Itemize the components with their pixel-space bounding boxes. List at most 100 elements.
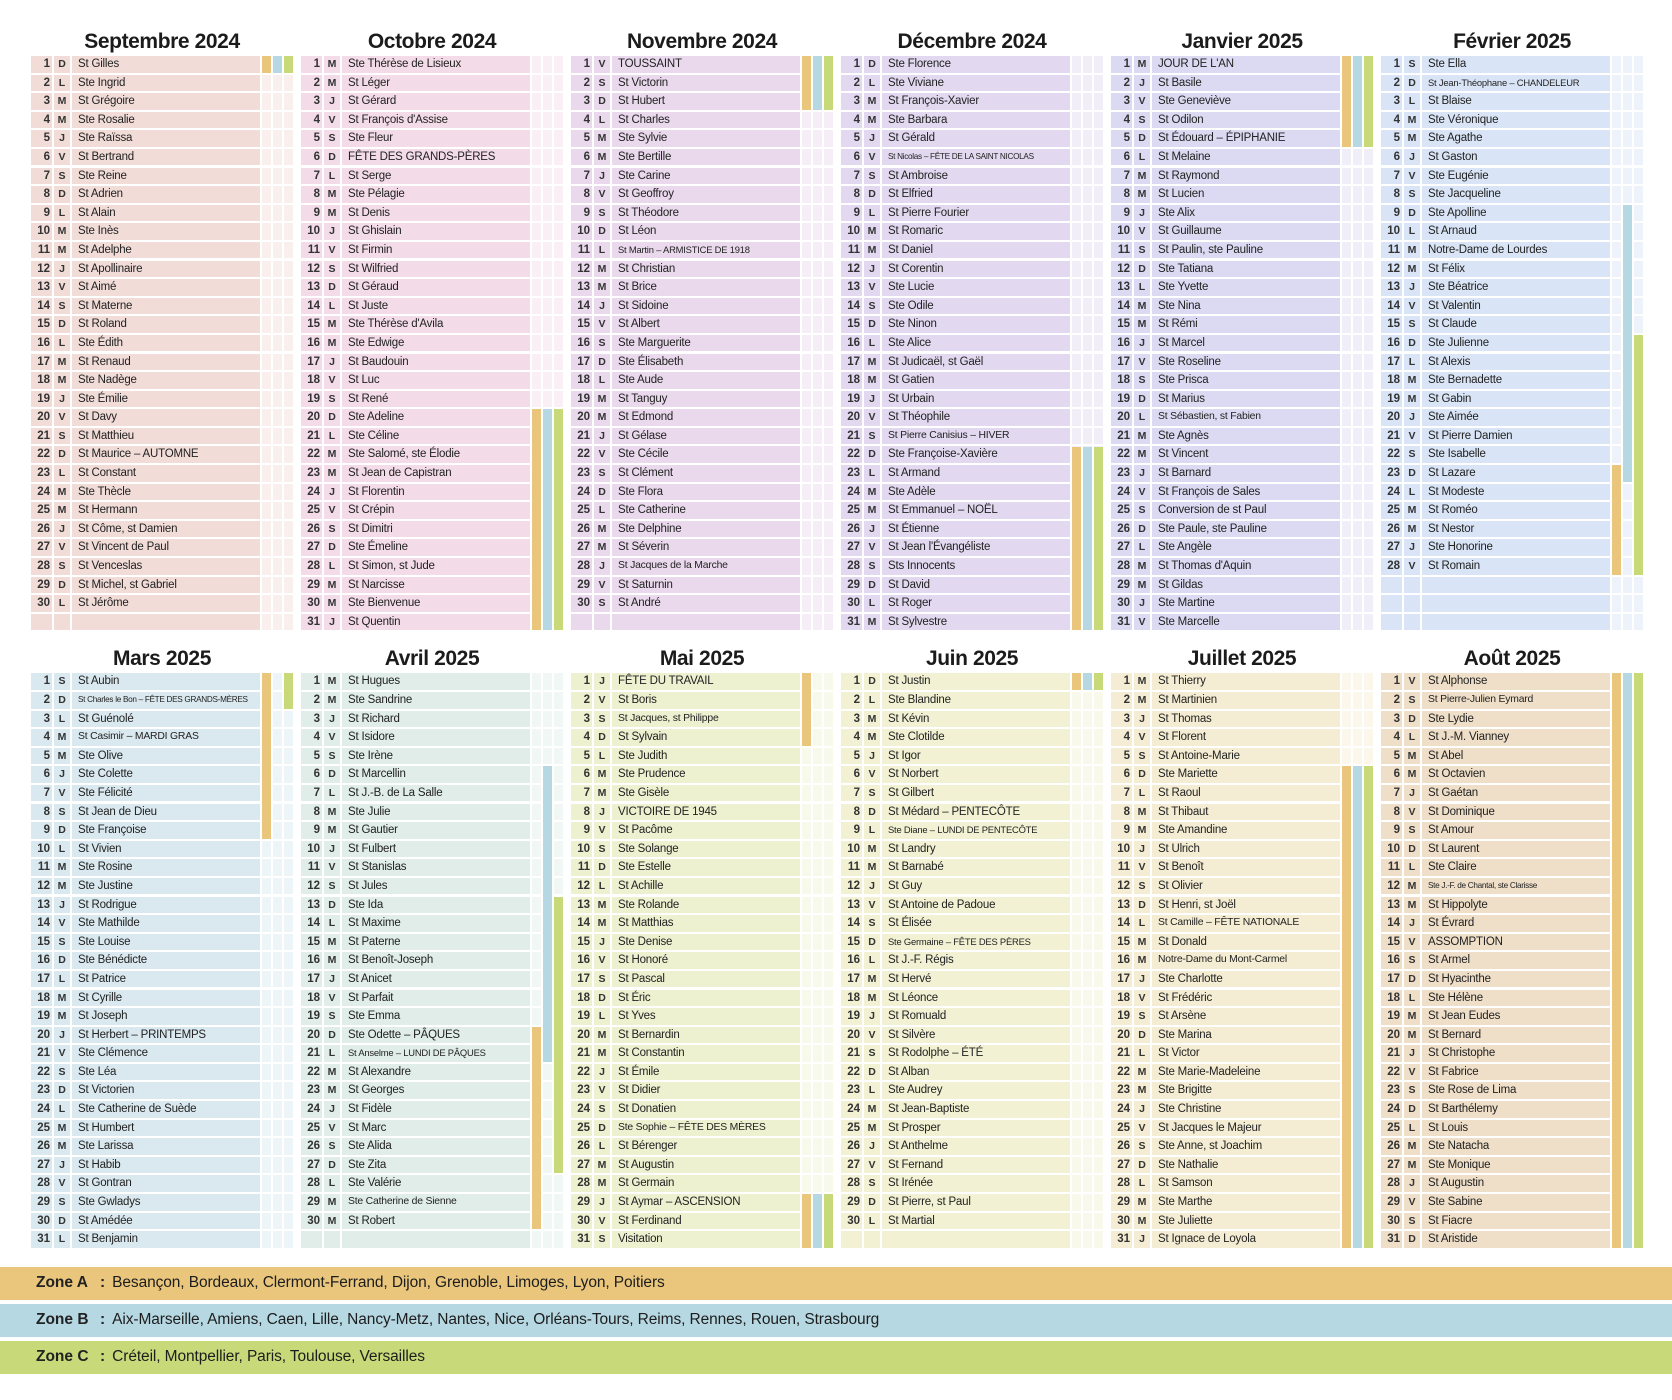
day-row: 8 M St Lucien bbox=[1111, 186, 1373, 203]
day-number: 22 bbox=[301, 1063, 322, 1081]
day-number: 7 bbox=[31, 167, 52, 185]
zone-a-stripe-cell bbox=[532, 952, 541, 969]
saint-name: St Félix bbox=[1422, 260, 1610, 278]
saint-name: St Pierre Damien bbox=[1422, 427, 1610, 445]
day-letter: L bbox=[594, 747, 610, 765]
zone-b-stripe-cell bbox=[273, 427, 282, 445]
day-number: 1 bbox=[1381, 673, 1402, 690]
zone-a-stripe-cell bbox=[802, 840, 811, 858]
saint-name: St Raymond bbox=[1152, 167, 1340, 185]
zone-a-stripe-cell bbox=[1612, 353, 1621, 370]
zone-a-stripe-cell bbox=[262, 1082, 271, 1099]
day-letter: V bbox=[864, 1156, 880, 1174]
saint-name: St Charles bbox=[612, 111, 800, 129]
day-number: 18 bbox=[1381, 372, 1402, 389]
zone-c-stripe-cell bbox=[284, 74, 293, 92]
day-number: 8 bbox=[301, 186, 322, 203]
day-letter: J bbox=[54, 390, 70, 408]
saint-name: Ste Emma bbox=[342, 1008, 530, 1025]
zone-c-stripe-cell bbox=[1094, 1156, 1103, 1174]
zone-c-stripe-cell bbox=[554, 1175, 563, 1192]
zone-a-stripe-cell bbox=[532, 186, 541, 203]
zone-a-stripe-cell bbox=[1072, 952, 1081, 969]
saint-name: St Frédéric bbox=[1152, 989, 1340, 1006]
day-number: 30 bbox=[1111, 1212, 1132, 1230]
zone-b-stripe-cell bbox=[1083, 279, 1092, 296]
zone-b-stripe-cell bbox=[273, 1119, 282, 1137]
saint-name: St Gildas bbox=[1152, 576, 1340, 594]
zone-b-stripe-cell bbox=[1353, 148, 1362, 166]
zone-c-stripe-cell bbox=[824, 390, 833, 408]
day-number: 31 bbox=[841, 613, 862, 631]
zone-a-stripe-cell bbox=[802, 465, 811, 482]
zone-c-stripe-cell bbox=[554, 729, 563, 746]
zone-a-stripe-cell bbox=[1072, 372, 1081, 389]
day-number: 14 bbox=[1381, 915, 1402, 932]
zone-a-stripe-cell bbox=[1342, 372, 1351, 389]
saint-name: Ste Inès bbox=[72, 223, 260, 240]
day-number: 11 bbox=[1111, 241, 1132, 259]
day-letter: S bbox=[1404, 1082, 1420, 1099]
day-number: 26 bbox=[841, 520, 862, 538]
day-letter: J bbox=[1134, 334, 1150, 352]
day-number: 4 bbox=[1381, 111, 1402, 129]
day-number: 19 bbox=[1111, 1008, 1132, 1025]
day-number: 10 bbox=[841, 223, 862, 240]
day-number bbox=[1381, 576, 1402, 594]
day-row: 8 M St Thibaut bbox=[1111, 803, 1373, 821]
day-number: 30 bbox=[31, 1212, 52, 1230]
day-number: 27 bbox=[301, 539, 322, 556]
zone-b-stripe-cell bbox=[813, 390, 822, 408]
day-number: 12 bbox=[1111, 260, 1132, 278]
zone-c-stripe-cell bbox=[1364, 353, 1373, 370]
saint-name: St Hyacinthe bbox=[1422, 970, 1610, 988]
day-number: 15 bbox=[841, 316, 862, 333]
zone-b-stripe-cell bbox=[543, 223, 552, 240]
day-letter: M bbox=[864, 93, 880, 110]
zone-c-holiday-bar bbox=[1634, 673, 1643, 1248]
zone-c-stripe-cell bbox=[1094, 692, 1103, 709]
saint-name: St Vincent bbox=[1152, 446, 1340, 463]
day-number: 8 bbox=[841, 803, 862, 821]
day-letter: M bbox=[54, 859, 70, 876]
day-row: 1 V St Alphonse bbox=[1381, 673, 1643, 690]
day-number: 6 bbox=[301, 148, 322, 166]
zone-c-stripe-cell bbox=[554, 316, 563, 333]
zone-c-holiday-bar bbox=[1634, 335, 1643, 575]
day-letter: S bbox=[864, 297, 880, 315]
zone-a-stripe-cell bbox=[802, 334, 811, 352]
saint-name: St Odilon bbox=[1152, 111, 1340, 129]
saint-name: St Édouard – ÉPIPHANIE bbox=[1152, 130, 1340, 147]
saint-name: Ste Paule, ste Pauline bbox=[1152, 520, 1340, 538]
day-row: 15 V ASSOMPTION bbox=[1381, 933, 1643, 951]
zone-a-stripe-cell bbox=[802, 1119, 811, 1137]
zone-b-stripe-cell bbox=[273, 1194, 282, 1211]
saint-name: Ste Tatiana bbox=[1152, 260, 1340, 278]
zone-a-stripe-cell bbox=[802, 952, 811, 969]
zone-a-stripe-cell bbox=[1612, 148, 1621, 166]
zone-a-stripe-cell bbox=[1072, 1045, 1081, 1062]
zone-b-stripe-cell bbox=[1083, 1082, 1092, 1099]
zone-c-stripe-cell bbox=[1634, 223, 1643, 240]
zone-c-stripe-cell bbox=[284, 766, 293, 783]
saint-name: St Constant bbox=[72, 465, 260, 482]
day-row: 16 M St Benoît-Joseph bbox=[301, 952, 563, 969]
day-number: 14 bbox=[841, 915, 862, 932]
zone-c-stripe-cell bbox=[554, 840, 563, 858]
day-number: 14 bbox=[301, 915, 322, 932]
day-letter: J bbox=[54, 1026, 70, 1044]
day-number: 19 bbox=[571, 390, 592, 408]
saint-name: St Gatien bbox=[882, 372, 1070, 389]
day-letter: V bbox=[1134, 613, 1150, 631]
day-number: 12 bbox=[571, 260, 592, 278]
zone-c-stripe-cell bbox=[1364, 483, 1373, 501]
saint-name: Ste Julienne bbox=[1422, 334, 1610, 352]
saint-name: Ste Carine bbox=[612, 167, 800, 185]
zone-c-stripe-cell bbox=[1094, 111, 1103, 129]
saint-name: Ste Ella bbox=[1422, 56, 1610, 73]
day-number: 28 bbox=[1381, 558, 1402, 575]
day-row: 2 D St Charles le Bon – FÊTE DES GRANDS-MÈ… bbox=[31, 692, 293, 709]
day-row: 17 L St Patrice bbox=[31, 970, 293, 988]
day-row: 7 S St Gilbert bbox=[841, 784, 1103, 802]
day-number: 26 bbox=[1111, 1138, 1132, 1155]
